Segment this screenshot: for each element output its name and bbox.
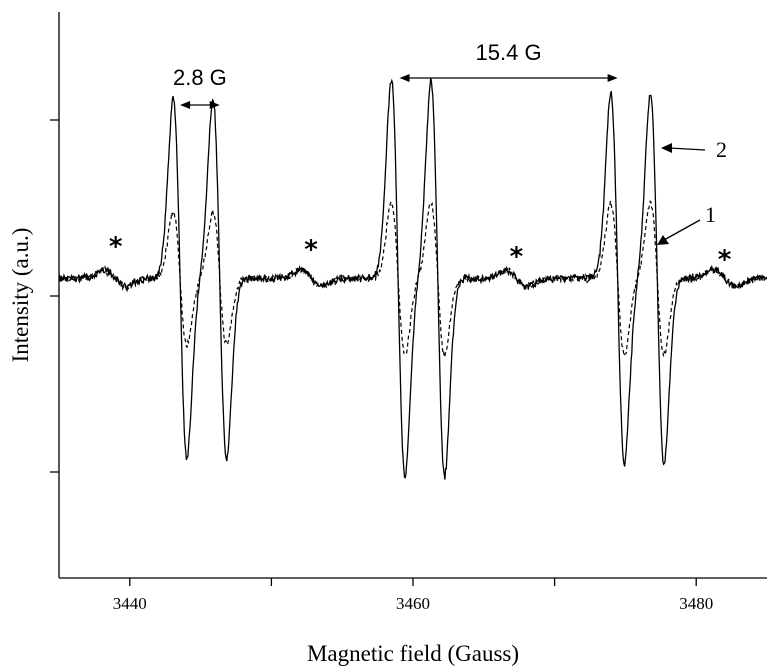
x-tick-label: 3460 — [396, 594, 430, 613]
arrowhead-right — [209, 101, 220, 109]
series-1-arrowhead — [657, 235, 669, 245]
arrowhead-left — [399, 74, 410, 82]
axes — [58, 12, 767, 579]
annotations: 2.8 G15.4 G21* * * * — [109, 40, 732, 275]
series-2-pointer — [668, 147, 706, 151]
impurity-marker: * — [510, 242, 524, 272]
impurity-marker: * — [718, 245, 732, 275]
x-tick-label: 3480 — [679, 594, 713, 613]
ticks: 3440 3460 3480 — [50, 119, 713, 613]
series-2-solid-line — [58, 77, 767, 480]
series-2-label: 2 — [716, 137, 727, 162]
series-2-arrowhead — [661, 143, 672, 153]
impurity-marker: * — [304, 235, 318, 265]
series-1-dashed-line — [58, 199, 767, 359]
impurity-marker: * — [109, 232, 123, 262]
y-axis-title: Intensity (a.u.) — [8, 228, 33, 363]
plot-area — [58, 77, 767, 480]
arrowhead-right — [607, 74, 618, 82]
splitting-label-1: 2.8 G — [173, 65, 227, 90]
series-1-label: 1 — [705, 202, 716, 227]
arrowhead-left — [180, 101, 191, 109]
series-1-pointer — [663, 219, 701, 241]
splitting-label-2: 15.4 G — [476, 40, 542, 65]
x-axis-title: Magnetic field (Gauss) — [307, 641, 519, 666]
x-tick-label: 3440 — [113, 594, 147, 613]
